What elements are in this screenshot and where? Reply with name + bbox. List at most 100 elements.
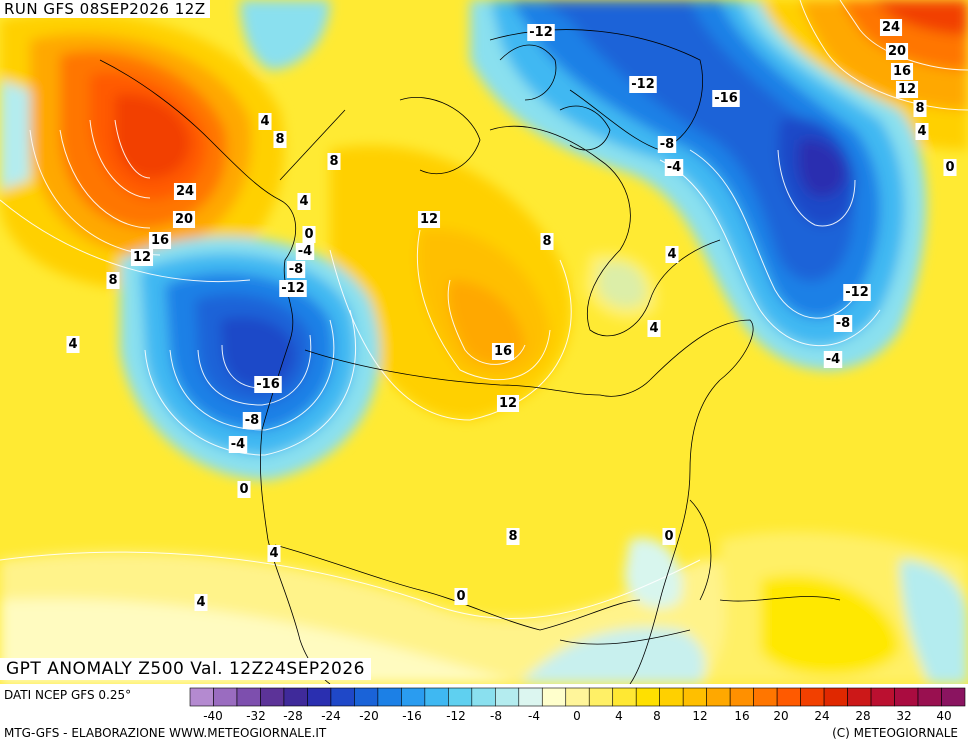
contour-label: 16 bbox=[893, 64, 911, 79]
contour-label: 12 bbox=[898, 82, 916, 97]
legend-swatch bbox=[894, 687, 919, 707]
legend-swatch bbox=[776, 687, 801, 707]
legend-tick-label: 40 bbox=[936, 709, 951, 723]
legend-swatch bbox=[471, 687, 496, 707]
contour-label-box bbox=[665, 246, 679, 263]
legend-swatch bbox=[377, 687, 402, 707]
contour-label-box bbox=[267, 545, 281, 562]
legend-tick-label: -28 bbox=[283, 709, 303, 723]
contour-label-box bbox=[879, 19, 903, 36]
contour-label-box bbox=[130, 249, 154, 266]
contour-label-box bbox=[506, 528, 520, 545]
contour-label: 4 bbox=[299, 194, 308, 209]
contour-label: 0 bbox=[304, 227, 313, 242]
contour-label: 8 bbox=[915, 101, 924, 116]
contour-label: 0 bbox=[239, 482, 248, 497]
contour-label-box bbox=[833, 315, 853, 332]
legend-tick-label: -40 bbox=[203, 709, 223, 723]
legend-swatch bbox=[494, 687, 520, 707]
legend-tick-label: -32 bbox=[246, 709, 266, 723]
legend-tick-label: -12 bbox=[446, 709, 466, 723]
legend-swatch bbox=[213, 687, 238, 707]
contour-label-box bbox=[173, 183, 197, 200]
contour-label-box bbox=[148, 232, 172, 249]
contour-label: 8 bbox=[542, 234, 551, 249]
contour-label-box bbox=[823, 351, 843, 368]
contour-label-box bbox=[106, 272, 120, 289]
legend-swatch bbox=[518, 687, 543, 707]
contour-label-box bbox=[454, 588, 468, 605]
contour-label-box bbox=[895, 81, 919, 98]
legend-tick-label: 0 bbox=[573, 709, 581, 723]
contour-label: 12 bbox=[499, 396, 517, 411]
contour-label: -4 bbox=[667, 160, 681, 175]
contour-label: -16 bbox=[714, 91, 738, 106]
legend-tick-label: 16 bbox=[734, 709, 749, 723]
legend-tick-labels: -40 -32 -28 -24 -20 -16 -12 -8 -4 0 4 8 12 16 20 24 28 32… bbox=[203, 709, 951, 723]
contour-label-box bbox=[327, 153, 341, 170]
legend-swatch bbox=[847, 687, 872, 707]
contour-label: -4 bbox=[231, 437, 245, 452]
contour-label: 0 bbox=[664, 529, 673, 544]
contour-label: -12 bbox=[529, 25, 553, 40]
contour-label: -8 bbox=[660, 137, 674, 152]
contour-label-box bbox=[254, 376, 282, 393]
contour-label-box bbox=[496, 395, 520, 412]
contour-label: -16 bbox=[256, 377, 280, 392]
contour-label-box bbox=[279, 280, 307, 297]
contour-label: 0 bbox=[945, 160, 954, 175]
contour-label-box bbox=[286, 261, 306, 278]
contour-label-box bbox=[647, 320, 661, 337]
contour-label: 20 bbox=[888, 44, 906, 59]
contour-labels: -12-12-16-8-42420161284048824201612840-4… bbox=[66, 19, 957, 611]
contour-label-box bbox=[228, 436, 248, 453]
legend-tick-label: -24 bbox=[321, 709, 341, 723]
legend-swatch bbox=[917, 687, 942, 707]
legend-swatch bbox=[870, 687, 895, 707]
legend-swatch bbox=[635, 687, 660, 707]
contour-label-box bbox=[943, 159, 957, 176]
contour-label: 4 bbox=[917, 124, 926, 139]
contour-label: -4 bbox=[298, 244, 312, 259]
contour-label: -12 bbox=[631, 77, 655, 92]
legend-swatch bbox=[283, 687, 308, 707]
legend-tick-label: 32 bbox=[896, 709, 911, 723]
contour-label: 4 bbox=[269, 546, 278, 561]
legend-swatch bbox=[565, 687, 590, 707]
run-title: RUN GFS 08SEP2026 12Z bbox=[0, 0, 210, 18]
contour-label: 4 bbox=[260, 114, 269, 129]
contour-label: 8 bbox=[275, 132, 284, 147]
legend-tick-label: 28 bbox=[855, 709, 870, 723]
contour-label-box bbox=[302, 226, 316, 243]
legend-swatch bbox=[706, 687, 731, 707]
contour-label-box bbox=[491, 343, 515, 360]
legend-tick-label: 24 bbox=[814, 709, 829, 723]
legend-swatches bbox=[189, 687, 966, 707]
legend-tick-label: 20 bbox=[773, 709, 788, 723]
legend-swatch bbox=[401, 687, 426, 707]
contour-label: -8 bbox=[289, 262, 303, 277]
contour-label-box bbox=[172, 211, 196, 228]
legend-tick-label: 8 bbox=[653, 709, 661, 723]
legend-swatch bbox=[682, 687, 707, 707]
contour-label: -8 bbox=[836, 316, 850, 331]
legend-swatch bbox=[260, 687, 285, 707]
contour-label: 24 bbox=[882, 20, 900, 35]
legend-swatch bbox=[307, 687, 332, 707]
contour-label-box bbox=[915, 123, 929, 140]
contour-label-box bbox=[885, 43, 909, 60]
legend-swatch bbox=[541, 687, 567, 707]
contour-label-box bbox=[273, 131, 287, 148]
data-source-label: DATI NCEP GFS 0.25° bbox=[4, 688, 132, 702]
contour-label: 4 bbox=[68, 337, 77, 352]
contour-label-box bbox=[527, 24, 555, 41]
contour-label-box bbox=[194, 594, 208, 611]
valid-time-title: GPT ANOMALY Z500 Val. 12Z24SEP2026 bbox=[0, 658, 371, 680]
legend-swatch bbox=[941, 687, 966, 707]
legend-tick-label: -8 bbox=[490, 709, 502, 723]
contour-label: 16 bbox=[494, 344, 512, 359]
anomaly-map: -12-12-16-8-42420161284048824201612840-4… bbox=[0, 0, 968, 684]
contour-label-box bbox=[417, 211, 441, 228]
contour-label: -4 bbox=[826, 352, 840, 367]
contour-label: 24 bbox=[176, 184, 194, 199]
